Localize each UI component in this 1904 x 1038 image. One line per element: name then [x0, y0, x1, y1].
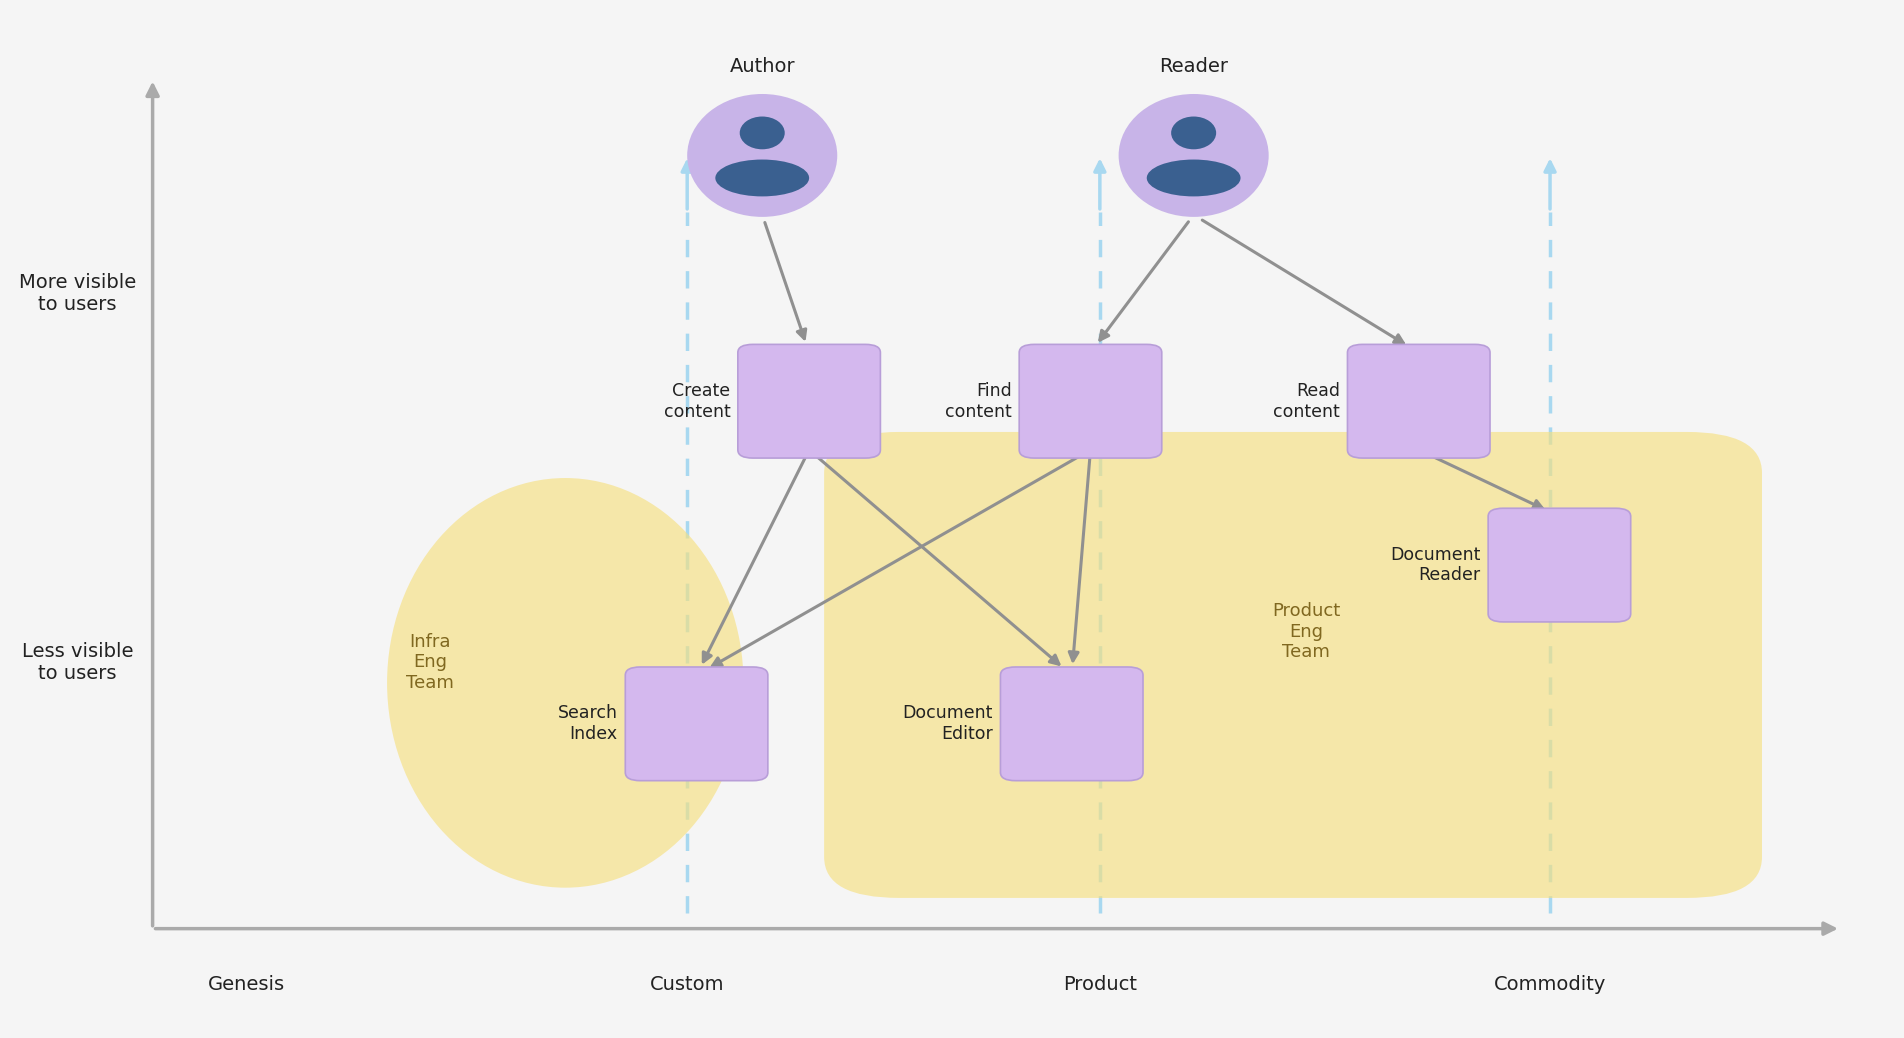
FancyBboxPatch shape [1000, 667, 1142, 781]
Text: Create
content: Create content [664, 382, 731, 420]
FancyBboxPatch shape [739, 345, 880, 458]
FancyBboxPatch shape [1348, 345, 1491, 458]
Text: Custom: Custom [649, 976, 724, 994]
Text: Product: Product [1062, 976, 1137, 994]
Text: Search
Index: Search Index [558, 705, 617, 743]
Ellipse shape [1146, 160, 1241, 196]
Ellipse shape [1171, 116, 1217, 149]
Ellipse shape [387, 479, 743, 887]
Ellipse shape [1120, 94, 1268, 217]
Ellipse shape [716, 160, 809, 196]
Text: Document
Editor: Document Editor [902, 705, 994, 743]
Text: Find
content: Find content [944, 382, 1011, 420]
FancyBboxPatch shape [1019, 345, 1161, 458]
Text: Document
Reader: Document Reader [1390, 546, 1481, 584]
Text: Less visible
to users: Less visible to users [21, 641, 133, 683]
Text: Read
content: Read content [1274, 382, 1340, 420]
Text: More visible
to users: More visible to users [19, 273, 137, 315]
Text: Author: Author [729, 56, 796, 76]
Text: Product
Eng
Team: Product Eng Team [1272, 602, 1340, 661]
Ellipse shape [687, 94, 838, 217]
FancyBboxPatch shape [1489, 509, 1630, 622]
Text: Infra
Eng
Team: Infra Eng Team [406, 632, 455, 692]
Text: Reader: Reader [1160, 56, 1228, 76]
FancyBboxPatch shape [824, 432, 1761, 898]
Text: Genesis: Genesis [208, 976, 286, 994]
FancyBboxPatch shape [625, 667, 767, 781]
Ellipse shape [741, 116, 784, 149]
Text: Commodity: Commodity [1495, 976, 1607, 994]
